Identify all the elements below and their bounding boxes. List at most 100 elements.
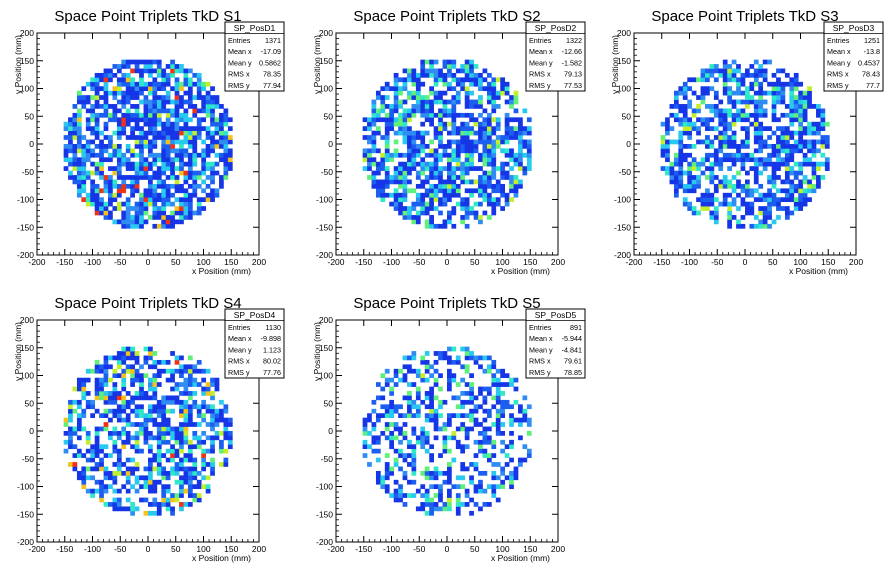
heatmap-cell [161,475,167,481]
heatmap-cell [789,77,795,83]
heatmap-cell [130,81,135,87]
heatmap-cell [780,188,786,194]
heatmap-cell [447,382,452,387]
heatmap-cell [789,117,795,123]
heatmap-cell [170,161,175,167]
heatmap-cell [451,175,457,180]
heatmap-cell [219,157,224,163]
heatmap-cell [464,135,470,140]
heatmap-cell [482,126,488,131]
heatmap-cell [76,121,82,127]
heatmap-cell [460,135,466,140]
heatmap-cell [767,152,772,158]
heatmap-cell [429,139,434,145]
heatmap-cell [464,426,470,432]
heatmap-cell [227,166,233,171]
heatmap-cell [513,417,519,423]
heatmap-cell [161,206,167,211]
heatmap-cell [402,135,408,140]
heatmap-cell [170,68,175,74]
heatmap-cell [90,139,96,145]
heatmap-cell [407,108,412,114]
heatmap-cell [156,223,162,229]
heatmap-cell [727,206,732,211]
heatmap-cell [429,201,434,207]
heatmap-cell [187,488,193,494]
heatmap-cell [447,139,452,145]
heatmap-cell [116,408,122,414]
heatmap-cell [187,368,193,374]
heatmap-cell [125,206,131,211]
heatmap-cell [112,64,118,69]
heatmap-cell [205,130,211,136]
heatmap-cell [143,157,149,163]
heatmap-cell [691,183,697,189]
heatmap-cell [183,413,189,418]
heatmap-cell [139,135,144,140]
heatmap-cell [170,126,175,131]
heatmap-cell [116,135,122,140]
heatmap-cell [820,152,826,158]
stats-row-value: 79.61 [564,357,582,366]
heatmap-cell [526,144,532,149]
heatmap-cell [767,188,772,194]
heatmap-cell [780,130,786,136]
heatmap-cell [482,417,488,423]
heatmap-cell [165,395,171,401]
heatmap-cell [491,475,497,481]
heatmap-cell [183,404,189,410]
heatmap-cell [491,206,497,211]
heatmap-cell [210,422,215,427]
heatmap-cell [227,161,233,167]
y-tick-label: -100 [316,195,333,205]
heatmap-cell [375,417,381,423]
heatmap-cell [411,479,417,485]
heatmap-cell [183,72,189,78]
heatmap-cell [72,126,78,131]
heatmap-cell [415,435,421,441]
heatmap-cell [789,95,795,100]
heatmap-cell [389,399,395,405]
heatmap-cell [192,144,198,149]
heatmap-cell [798,206,804,211]
heatmap-cell [424,130,430,136]
heatmap-cell [143,112,149,118]
heatmap-cell [375,130,381,136]
heatmap-cell [174,64,180,69]
heatmap-cell [116,157,122,163]
heatmap-cell [139,117,144,123]
y-tick-label: -100 [614,195,631,205]
heatmap-cell [718,166,724,171]
heatmap-cell [192,497,198,503]
heatmap-cell [398,439,403,445]
heatmap-cell [384,422,390,427]
heatmap-cell [469,510,474,516]
heatmap-cell [433,368,439,374]
heatmap-cell [696,166,701,171]
y-tick-label: 50 [324,111,334,121]
heatmap-cell [161,201,167,207]
heatmap-cell [72,466,78,472]
heatmap-cell [411,77,417,83]
heatmap-cell [451,431,457,436]
heatmap-cell [478,77,483,83]
heatmap-cell [125,497,131,503]
heatmap-cell [504,135,510,140]
heatmap-cell [179,439,184,445]
y-tick-label: -200 [316,537,333,547]
heatmap-cell [393,104,399,109]
heatmap-cell [192,170,198,176]
heatmap-cell [482,470,488,476]
heatmap-cell [85,368,91,374]
chart-title: Space Point Triplets TkD S5 [353,295,540,312]
heatmap-cell [469,399,474,405]
heatmap-cell [798,166,804,171]
heatmap-cell [116,488,122,494]
heatmap-cell [134,506,140,512]
heatmap-cell [486,457,492,463]
heatmap-cell [407,408,412,414]
heatmap-cell [85,192,91,198]
heatmap-cell [108,210,113,216]
heatmap-cell [116,68,122,74]
heatmap-cell [758,108,764,114]
